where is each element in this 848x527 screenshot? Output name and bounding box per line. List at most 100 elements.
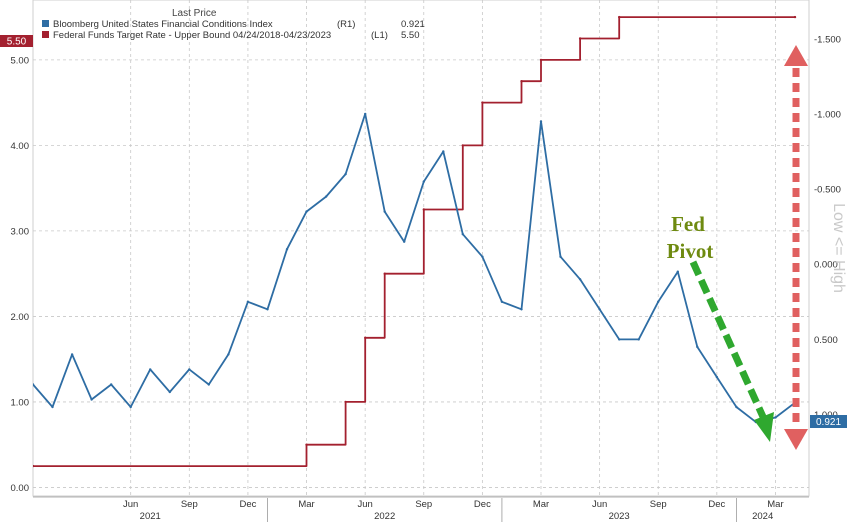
right-tick-label: -0.500 [814, 185, 841, 196]
x-tick-label: Sep [650, 499, 667, 510]
data-point-financial-conditions [481, 255, 484, 258]
x-tick-label: Jun [357, 499, 372, 510]
right-axis-label: Low <= High [830, 203, 847, 293]
data-point-financial-conditions [657, 300, 660, 303]
legend-axis-fci: (R1) [337, 19, 355, 30]
legend-swatch-ffr [42, 31, 49, 38]
data-point-financial-conditions [500, 300, 504, 303]
data-point-financial-conditions [129, 405, 132, 409]
x-year-label: 2024 [752, 511, 773, 522]
data-point-financial-conditions [461, 233, 464, 236]
annotation-fed: Fed [671, 212, 705, 236]
data-point-fed-funds-rate [520, 80, 523, 83]
legend-axis-ffr: (L1) [371, 30, 388, 41]
data-point-financial-conditions [520, 308, 523, 311]
data-point-financial-conditions [149, 368, 152, 371]
annotations [689, 45, 808, 450]
data-point-financial-conditions [246, 300, 250, 303]
data-point-fed-funds-rate [364, 336, 367, 339]
legend: Last Price Bloomberg United States Finan… [42, 8, 425, 41]
x-tick-label: Sep [415, 499, 432, 510]
data-point-fed-funds-rate [539, 58, 543, 62]
series [33, 15, 797, 468]
right-tick-label: 0.500 [814, 335, 838, 346]
left-value-badge-bg [0, 35, 33, 47]
series-line-fed-funds-rate [33, 16, 795, 467]
x-tick-label: Dec [708, 499, 725, 510]
data-point-financial-conditions [168, 390, 171, 394]
data-point-financial-conditions [637, 338, 640, 341]
data-point-fed-funds-rate [461, 144, 464, 147]
data-point-financial-conditions [618, 338, 621, 341]
data-point-financial-conditions [715, 375, 718, 379]
data-point-fed-funds-rate [422, 208, 425, 211]
pivot-arrow-shaft [689, 260, 768, 421]
data-point-financial-conditions [442, 150, 445, 153]
legend-header: Last Price [172, 8, 217, 19]
data-point-financial-conditions [403, 240, 406, 243]
right-value-badge-bg [810, 415, 847, 428]
x-tick-label: Sep [181, 499, 198, 510]
left-tick-label: 5.00 [11, 55, 30, 66]
x-tick-label: Dec [474, 499, 491, 510]
x-year-label: 2022 [374, 511, 395, 522]
right-tick-label: 0.000 [814, 260, 838, 271]
range-arrow-head-up [784, 45, 808, 66]
data-point-financial-conditions [227, 353, 230, 356]
data-point-financial-conditions [110, 383, 113, 386]
left-tick-label: 0.00 [11, 483, 30, 494]
left-tick-label: 4.00 [11, 141, 30, 152]
data-point-financial-conditions [696, 345, 699, 349]
data-point-financial-conditions [598, 308, 601, 311]
x-tick-label: Mar [298, 499, 314, 510]
legend-value-fci: 0.921 [401, 19, 425, 30]
data-point-financial-conditions [51, 405, 54, 409]
right-tick-label: -1.000 [814, 109, 841, 120]
data-point-financial-conditions [676, 270, 679, 273]
data-point-financial-conditions [578, 278, 582, 281]
left-tick-label: 2.00 [11, 312, 30, 323]
left-tick-label: 3.00 [11, 226, 30, 237]
data-point-financial-conditions [266, 308, 269, 311]
left-tick-label: 1.00 [11, 397, 30, 408]
data-point-fed-funds-rate [481, 101, 484, 104]
right-tick-label: -1.500 [814, 34, 841, 45]
data-point-financial-conditions [90, 398, 93, 401]
plot-frame [32, 0, 810, 497]
x-year-label: 2021 [140, 511, 161, 522]
x-tick-label: Jun [123, 499, 138, 510]
data-point-financial-conditions [70, 353, 74, 356]
data-point-fed-funds-rate [383, 272, 386, 275]
data-point-financial-conditions [285, 248, 289, 251]
data-point-financial-conditions [305, 210, 308, 213]
data-point-fed-funds-rate [33, 464, 35, 468]
x-tick-label: Dec [239, 499, 256, 510]
data-point-financial-conditions [774, 416, 777, 419]
x-year-label: 2023 [609, 511, 630, 522]
series-line-financial-conditions [33, 113, 796, 423]
x-tick-label: Jun [592, 499, 607, 510]
data-point-fed-funds-rate [578, 37, 582, 40]
data-point-fed-funds-rate [305, 443, 308, 446]
legend-label-ffr: Federal Funds Target Rate - Upper Bound … [53, 30, 331, 41]
data-point-financial-conditions [188, 368, 191, 371]
right-value-badge: 0.921 [816, 417, 841, 428]
data-point-financial-conditions [422, 180, 425, 183]
x-tick-label: Mar [767, 499, 783, 510]
x-tick-label: Mar [533, 499, 549, 510]
annotation-pivot: Pivot [667, 239, 714, 263]
data-point-financial-conditions [559, 255, 562, 258]
data-point-financial-conditions [33, 383, 35, 386]
data-point-financial-conditions [383, 210, 386, 213]
data-point-fed-funds-rate [618, 15, 621, 19]
data-point-financial-conditions [324, 195, 328, 198]
data-point-financial-conditions [539, 120, 543, 123]
data-point-fed-funds-rate [344, 400, 347, 404]
data-point-financial-conditions [344, 172, 347, 176]
data-point-fed-funds-rate [793, 15, 797, 19]
legend-label-fci: Bloomberg United States Financial Condit… [53, 19, 273, 30]
data-point-financial-conditions [735, 405, 738, 409]
range-arrow-head-down [784, 429, 808, 450]
